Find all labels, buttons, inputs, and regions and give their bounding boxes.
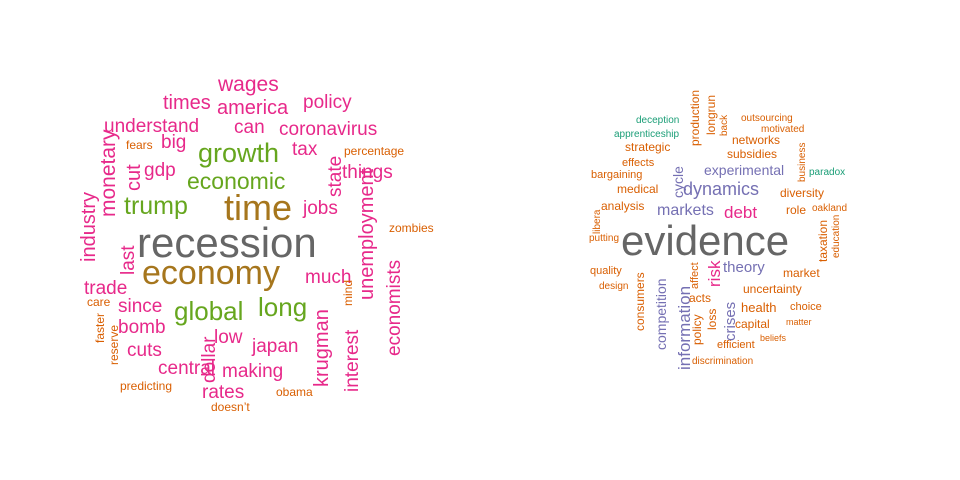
word-much: much (305, 267, 352, 288)
word-predicting: predicting (120, 379, 173, 393)
word-beliefs: beliefs (760, 333, 787, 343)
word-design: design (599, 281, 629, 292)
word-bomb: bomb (118, 317, 166, 338)
word-growth: growth (198, 138, 280, 168)
word-cuts: cuts (127, 340, 162, 361)
word-jobs: jobs (303, 198, 338, 219)
word-health: health (741, 300, 777, 315)
word-subsidies: subsidies (727, 147, 778, 161)
word-affect: affect (689, 262, 701, 289)
word-fears: fears (126, 138, 153, 152)
word-effects: effects (622, 157, 655, 169)
word-obama: obama (276, 385, 313, 399)
word-policy: policy (690, 314, 704, 345)
word-understand: understand (104, 116, 200, 137)
word-consumers: consumers (633, 272, 647, 331)
word-experimental: experimental (704, 162, 785, 178)
word-care: care (87, 295, 111, 309)
word-choice: choice (790, 301, 822, 313)
word-policy: policy (303, 92, 352, 113)
word-taxation: taxation (816, 219, 830, 262)
word-capital: capital (735, 317, 770, 331)
word-business: business (797, 142, 808, 182)
word-efficient: efficient (717, 339, 755, 351)
word-loss: loss (705, 308, 719, 330)
word-diversity: diversity (780, 186, 825, 200)
word-libera: libera (592, 209, 603, 234)
word-can: can (234, 117, 265, 138)
word-medical: medical (617, 182, 659, 196)
word-evidence: evidence (621, 217, 790, 264)
word-oakland: oakland (812, 203, 848, 214)
word-recession: recession (137, 219, 317, 266)
word-cycle: cycle (670, 166, 686, 198)
word-matter: matter (786, 317, 812, 327)
word-competition: competition (653, 278, 669, 350)
word-debt: debt (724, 203, 758, 222)
word-gdp: gdp (144, 160, 176, 181)
word-deception: deception (636, 115, 680, 126)
word-doesn-t: doesn’t (211, 400, 250, 414)
word-long: long (258, 292, 308, 322)
word-america: america (217, 97, 289, 119)
word-putting: putting (589, 233, 620, 244)
word-tax: tax (292, 139, 318, 160)
word-discrimination: discrimination (692, 356, 754, 367)
word-big: big (161, 132, 187, 153)
word-back: back (719, 114, 730, 136)
word-economy: economy (142, 254, 280, 292)
word-global: global (174, 296, 244, 326)
word-coronavirus: coronavirus (279, 119, 378, 140)
word-things: things (342, 162, 393, 183)
word-strategic: strategic (625, 140, 671, 154)
word-bargaining: bargaining (591, 169, 643, 181)
word-zombies: zombies (389, 221, 434, 235)
word-acts: acts (689, 291, 712, 305)
word-central: central (158, 358, 216, 379)
word-uncertainty: uncertainty (743, 282, 802, 296)
word-wages: wages (218, 73, 279, 96)
word-outsourcing: outsourcing (741, 113, 793, 124)
word-trade: trade (84, 278, 128, 299)
word-markets: markets (657, 202, 714, 219)
word-economic: economic (187, 168, 286, 194)
word-times: times (163, 92, 211, 114)
word-education: education (831, 214, 842, 258)
word-making: making (222, 361, 284, 382)
word-theory: theory (723, 259, 765, 276)
word-market: market (783, 266, 820, 280)
word-apprenticeship: apprenticeship (614, 129, 680, 140)
word-time: time (224, 187, 293, 228)
word-quality: quality (590, 265, 622, 277)
word-trump: trump (124, 192, 188, 220)
word-longrun: longrun (704, 94, 718, 135)
word-networks: networks (732, 133, 781, 147)
word-percentage: percentage (344, 144, 405, 158)
word-low: low (214, 327, 243, 348)
word-rates: rates (202, 382, 245, 403)
word-paradox: paradox (809, 167, 846, 178)
word-role: role (786, 203, 807, 217)
word-risk: risk (705, 260, 724, 287)
word-analysis: analysis (601, 199, 645, 213)
word-since: since (118, 296, 163, 317)
word-production: production (688, 89, 702, 146)
word-dynamics: dynamics (683, 179, 760, 199)
word-motivated: motivated (761, 124, 805, 135)
word-japan: japan (252, 336, 299, 357)
